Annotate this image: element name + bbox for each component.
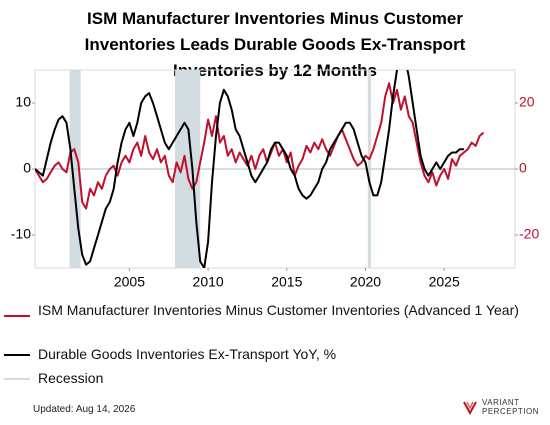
x-tick-label: 2020 — [350, 274, 381, 290]
legend-swatch — [4, 315, 30, 317]
logo: VARIANT PERCEPTION — [482, 398, 539, 416]
x-tick-label: 2010 — [193, 274, 224, 290]
footnote: Updated: Aug 14, 2026 — [33, 404, 136, 415]
legend-swatch — [4, 378, 30, 380]
x-tick-label: 2025 — [429, 274, 460, 290]
y-tick-label: 0 — [23, 160, 31, 176]
x-tick-label: 2005 — [114, 274, 145, 290]
legend-label: ISM Manufacturer Inventories Minus Custo… — [38, 302, 519, 318]
y2-tick-label: -20 — [519, 226, 539, 242]
y2-tick-label: 20 — [519, 94, 535, 110]
legend-swatch — [4, 354, 30, 356]
legend-label: Recession — [38, 370, 104, 386]
logo-icon — [463, 401, 477, 415]
series-line — [35, 70, 464, 268]
y-tick-label: 10 — [15, 94, 31, 110]
chart: -10 0 10 -20 0 20 2005 2010 2015 2020 2025 — [11, 69, 539, 290]
logo-text: VARIANT — [482, 398, 520, 407]
series-line — [35, 82, 485, 210]
y-tick-label: -10 — [11, 226, 31, 242]
logo-text: PERCEPTION — [482, 407, 540, 416]
x-tick-label: 2015 — [271, 274, 302, 290]
legend-label: Durable Goods Inventories Ex-Transport Y… — [38, 346, 337, 362]
y2-tick-label: 0 — [519, 160, 527, 176]
chart-title: ISM Manufacturer Inventories Minus Custo… — [84, 9, 466, 80]
